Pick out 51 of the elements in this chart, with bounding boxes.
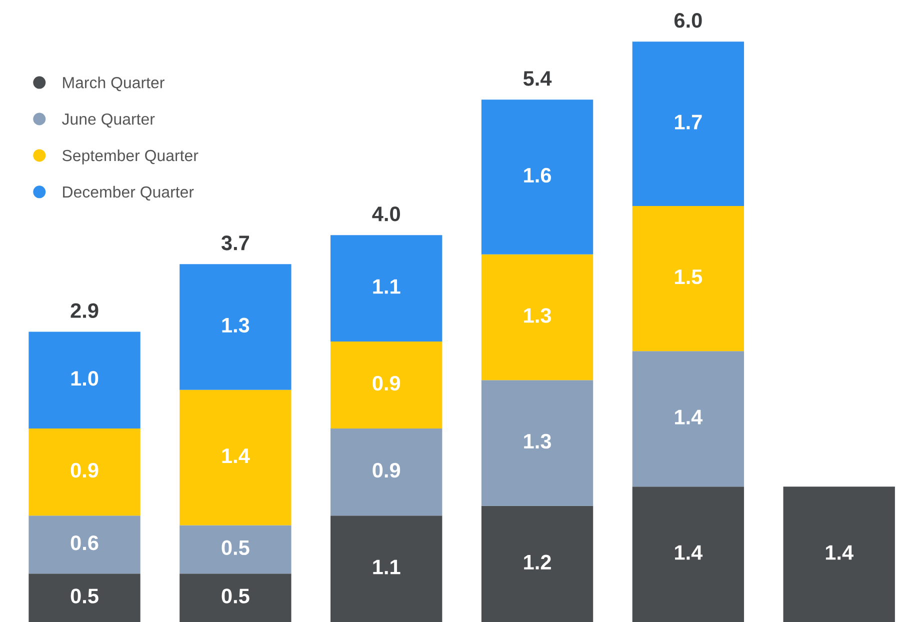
data-label: 1.0 — [71, 371, 98, 386]
data-label: 1.3 — [524, 434, 551, 449]
bar — [330, 341, 442, 429]
bar — [481, 100, 594, 254]
legend-label: March Quarter — [63, 76, 164, 92]
total-label: 3.7 — [221, 236, 249, 250]
data-label: 1.4 — [675, 545, 703, 560]
bar — [481, 254, 594, 380]
data-label: 1.2 — [524, 554, 551, 570]
data-label: 1.1 — [373, 560, 400, 574]
bar — [28, 516, 140, 574]
data-label: 1.6 — [524, 168, 551, 183]
data-label: 1.3 — [524, 308, 551, 323]
data-label: 1.1 — [373, 279, 400, 294]
data-label: 0.9 — [372, 376, 400, 391]
data-label: 1.7 — [675, 114, 702, 130]
bar — [481, 380, 594, 506]
bar — [330, 235, 442, 342]
legend-label: June Quarter — [62, 113, 155, 128]
data-label: 1.4 — [826, 545, 854, 560]
data-label: 1.4 — [222, 448, 250, 463]
bar — [632, 42, 744, 206]
bar — [632, 351, 744, 487]
total-label: 6.0 — [674, 13, 702, 28]
bar — [28, 332, 140, 429]
legend-label: December Quarter — [63, 186, 194, 201]
data-label: 0.9 — [372, 462, 400, 478]
bar — [481, 506, 594, 622]
data-label: 0.5 — [222, 540, 250, 556]
data-label: 1.5 — [675, 270, 702, 284]
data-label: 0.5 — [222, 588, 250, 604]
bar — [180, 525, 292, 574]
bar — [632, 486, 744, 622]
total-label: 2.9 — [70, 303, 98, 318]
data-label: 1.4 — [675, 410, 703, 424]
bar — [180, 390, 292, 526]
total-label: 4.0 — [372, 206, 400, 222]
bar — [632, 206, 744, 352]
bar — [28, 574, 140, 622]
total-label: 5.4 — [523, 71, 552, 86]
bar — [180, 264, 292, 390]
data-label: 0.9 — [70, 462, 98, 478]
data-label: 0.6 — [70, 535, 98, 550]
legend-label: September Quarter — [62, 149, 198, 164]
bar — [330, 516, 442, 622]
bar — [180, 574, 292, 622]
data-label: 0.5 — [70, 588, 98, 604]
bar — [28, 428, 140, 516]
data-label: 1.3 — [222, 318, 250, 333]
bar — [783, 486, 895, 622]
bar — [330, 428, 442, 516]
